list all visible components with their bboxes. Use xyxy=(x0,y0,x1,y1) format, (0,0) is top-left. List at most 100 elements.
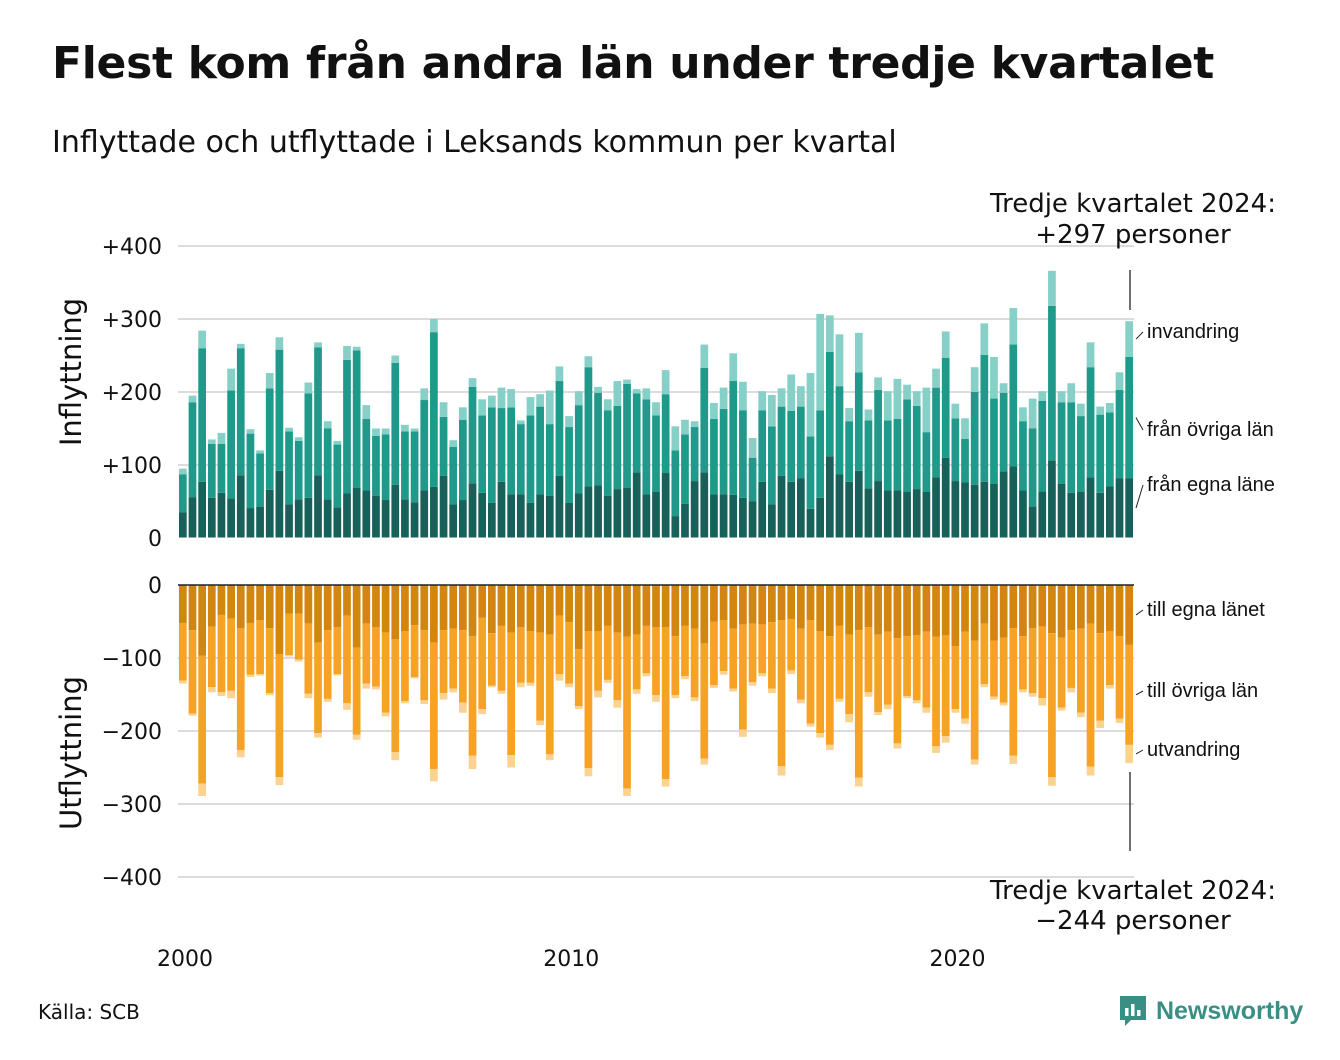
inflow-bar-egna-lan xyxy=(555,475,564,538)
inflow-bar-invandring xyxy=(314,342,322,348)
inflow-bar-ovriga-lan xyxy=(1096,414,1105,493)
inflow-bar-egna-lan xyxy=(874,481,882,538)
outflow-bar-ovriga-lan xyxy=(903,636,911,696)
outflow-bar-ovriga-lan xyxy=(391,639,400,753)
inflow-bar-egna-lan xyxy=(1057,483,1066,538)
outflow-bar-egna-lanet xyxy=(555,585,564,616)
inflow-bar-invandring xyxy=(690,421,699,428)
series-label-bottom: till övriga län xyxy=(1147,680,1258,702)
inflow-bar-ovriga-lan xyxy=(401,431,409,500)
outflow-bar-utvandring xyxy=(632,689,641,694)
outflow-bar-ovriga-lan xyxy=(845,634,853,715)
inflow-bar-egna-lan xyxy=(545,495,554,538)
outflow-bar-utvandring xyxy=(314,733,322,738)
outflow-bar-egna-lanet xyxy=(864,585,873,628)
outflow-bar-ovriga-lan xyxy=(198,655,207,784)
outflow-bar-egna-lanet xyxy=(507,585,516,633)
outflow-bar-egna-lanet xyxy=(681,585,689,626)
outflow-bar-egna-lanet xyxy=(999,585,1008,638)
inflow-bar-invandring xyxy=(1086,342,1095,368)
inflow-bar-ovriga-lan xyxy=(1115,389,1124,479)
outflow-bar-ovriga-lan xyxy=(835,625,844,699)
outflow-bar-egna-lanet xyxy=(256,585,264,621)
outflow-bar-ovriga-lan xyxy=(304,623,313,694)
outflow-bar-utvandring xyxy=(410,676,419,679)
inflow-bar-ovriga-lan xyxy=(980,354,989,482)
outflow-bar-utvandring xyxy=(555,674,564,681)
outflow-bar-egna-lanet xyxy=(729,585,738,629)
outflow-bar-egna-lanet xyxy=(227,585,235,619)
outflow-bar-utvandring xyxy=(719,671,728,675)
inflow-bar-ovriga-lan xyxy=(265,388,274,490)
inflow-bar-invandring xyxy=(420,388,429,401)
inflow-bar-invandring xyxy=(545,390,554,425)
inflow-bar-ovriga-lan xyxy=(275,349,284,471)
inflow-bar-ovriga-lan xyxy=(256,453,264,507)
inflow-bar-ovriga-lan xyxy=(217,443,226,493)
top-callout-value: +297 personer xyxy=(1035,220,1231,250)
outflow-bar-ovriga-lan xyxy=(294,613,303,660)
outflow-bar-egna-lanet xyxy=(343,585,351,616)
inflow-bar-egna-lan xyxy=(391,484,400,538)
newsworthy-logo[interactable]: Newsworthy xyxy=(1118,994,1303,1028)
inflow-bar-invandring xyxy=(362,405,371,420)
outflow-bar-egna-lanet xyxy=(603,585,612,626)
outflow-bar-egna-lanet xyxy=(574,585,583,650)
outflow-bar-utvandring xyxy=(516,682,525,688)
inflow-bar-invandring xyxy=(1009,308,1018,345)
inflow-bar-ovriga-lan xyxy=(304,393,313,498)
outflow-bar-ovriga-lan xyxy=(439,630,448,694)
inflow-bar-ovriga-lan xyxy=(835,386,844,475)
inflow-bar-egna-lan xyxy=(990,483,998,538)
inflow-bar-ovriga-lan xyxy=(294,440,303,500)
outflow-bar-ovriga-lan xyxy=(565,622,573,684)
chart-title: Flest kom från andra län under tredje kv… xyxy=(52,38,1215,89)
inflow-bar-invandring xyxy=(1038,391,1047,401)
outflow-bar-utvandring xyxy=(623,788,631,796)
outflow-bar-ovriga-lan xyxy=(1048,633,1056,777)
inflow-bar-invandring xyxy=(285,427,293,432)
inflow-bar-egna-lan xyxy=(487,502,496,538)
outflow-bar-egna-lanet xyxy=(1086,585,1095,624)
inflow-bar-invandring xyxy=(1105,402,1114,413)
outflow-bar-ovriga-lan xyxy=(420,630,429,701)
outflow-bar-egna-lanet xyxy=(912,585,921,636)
outflow-bar-egna-lanet xyxy=(710,585,718,622)
inflow-bar-egna-lan xyxy=(912,489,921,538)
outflow-bar-egna-lanet xyxy=(372,585,380,628)
outflow-bar-utvandring xyxy=(207,687,216,693)
outflow-bar-egna-lanet xyxy=(874,585,882,635)
outflow-bar-egna-lanet xyxy=(652,585,660,628)
outflow-bar-utvandring xyxy=(951,709,960,713)
inflow-bar-egna-lan xyxy=(1077,492,1085,538)
outflow-bar-utvandring xyxy=(352,734,361,740)
inflow-bar-egna-lan xyxy=(671,516,680,538)
inflow-bar-ovriga-lan xyxy=(951,418,960,482)
inflow-bar-egna-lan xyxy=(343,493,351,538)
outflow-bar-egna-lanet xyxy=(246,585,255,623)
inflow-bar-invandring xyxy=(1077,403,1085,417)
outflow-bar-ovriga-lan xyxy=(227,618,235,691)
inflow-bar-egna-lan xyxy=(999,471,1008,538)
outflow-bar-ovriga-lan xyxy=(777,620,786,767)
inflow-bar-ovriga-lan xyxy=(893,419,902,491)
outflow-bar-egna-lanet xyxy=(497,585,506,626)
inflow-bar-egna-lan xyxy=(777,475,786,538)
inflow-bar-invandring xyxy=(227,368,235,391)
outflow-bar-ovriga-lan xyxy=(314,642,322,734)
inflow-bar-egna-lan xyxy=(941,457,950,538)
outflow-bar-ovriga-lan xyxy=(864,627,873,693)
outflow-bar-utvandring xyxy=(459,702,467,713)
outflow-bar-ovriga-lan xyxy=(487,633,496,686)
outflow-bar-egna-lanet xyxy=(642,585,651,626)
outflow-bar-ovriga-lan xyxy=(912,635,921,701)
outflow-bar-egna-lanet xyxy=(768,585,776,623)
inflow-bar-invandring xyxy=(777,388,786,407)
inflow-bar-egna-lan xyxy=(710,494,718,538)
outflow-bar-utvandring xyxy=(323,698,332,702)
outflow-bar-ovriga-lan xyxy=(478,617,487,710)
outflow-bar-ovriga-lan xyxy=(188,630,197,714)
outflow-bar-utvandring xyxy=(333,674,342,676)
inflow-bar-invandring xyxy=(468,378,477,387)
outflow-bar-egna-lanet xyxy=(623,585,631,637)
